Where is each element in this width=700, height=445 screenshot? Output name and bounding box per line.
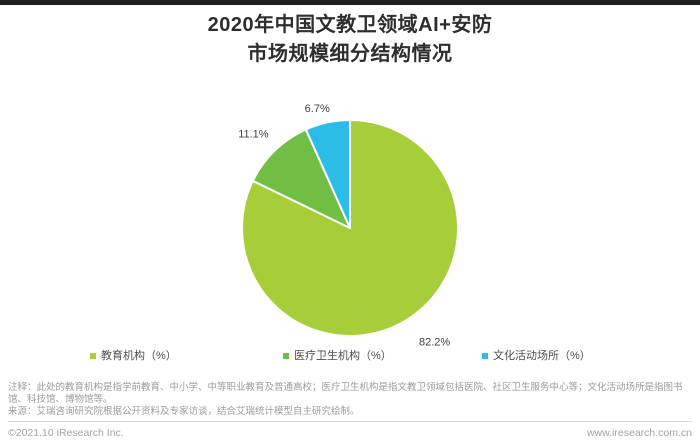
- footnotes: 注释：此处的教育机构是指学前教育、中小学、中等职业教育及普通高校；医疗卫生机构是…: [8, 382, 694, 418]
- top-accent-bar: [0, 0, 700, 5]
- pie-data-label-2: 6.7%: [305, 103, 330, 115]
- legend-item-education: 教育机构（%）: [90, 350, 177, 362]
- legend-label-cultural: 文化活动场所（%）: [493, 350, 591, 362]
- pie-data-label-1: 11.1%: [238, 129, 269, 141]
- footer-divider: [8, 421, 692, 422]
- pie-data-label-0: 82.2%: [419, 337, 450, 349]
- page-title-line1: 2020年中国文教卫领域AI+安防: [207, 14, 493, 36]
- legend-swatch-2: [482, 353, 488, 359]
- pie-slice-2: [304, 119, 351, 229]
- footer-website: www.iresearch.com.cn: [586, 427, 692, 439]
- footer-copyright: ©2021.10 iResearch Inc.: [8, 427, 124, 439]
- page-title-line2: 市场规模细分结构情况: [247, 43, 453, 65]
- footnote-source: 来源：艾瑞咨询研究院根据公开资料及专家访谈，结合艾瑞统计模型自主研究绘制。: [8, 406, 360, 417]
- legend-swatch-0: [90, 353, 96, 359]
- legend-label-medical: 医疗卫生机构（%）: [294, 350, 392, 362]
- legend-item-cultural: 文化活动场所（%）: [482, 350, 591, 362]
- legend-item-medical: 医疗卫生机构（%）: [283, 350, 392, 362]
- pie-slice-1: [251, 128, 351, 229]
- legend-swatch-1: [283, 353, 289, 359]
- page-title: 2020年中国文教卫领域AI+安防 市场规模细分结构情况: [0, 11, 700, 69]
- footnote-annotation: 注释：此处的教育机构是指学前教育、中小学、中等职业教育及普通高校；医疗卫生机构是…: [8, 382, 683, 405]
- legend-label-education: 教育机构（%）: [101, 350, 177, 362]
